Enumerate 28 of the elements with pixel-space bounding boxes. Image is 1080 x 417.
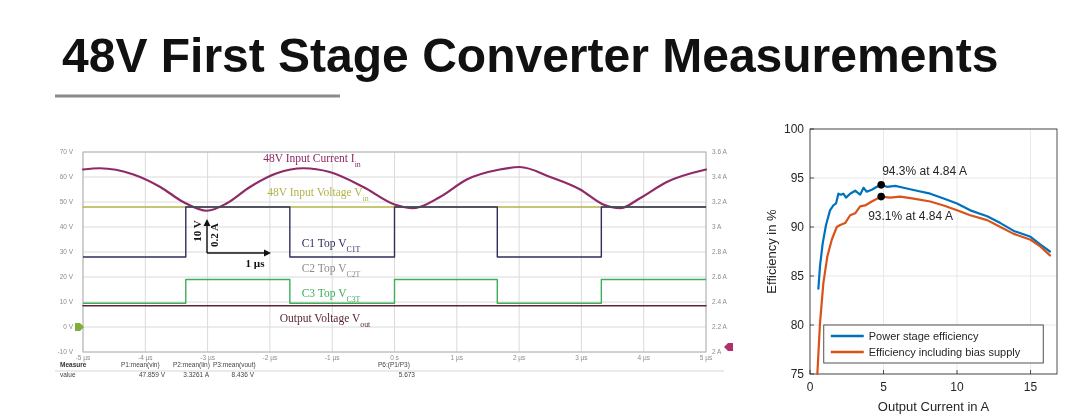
series-label: 48V Input Voltage V$_{in}$: [267, 186, 369, 203]
x-axis-title: Output Current in A: [877, 399, 990, 414]
line-series: [81, 165, 708, 212]
series-label: 48V Input Current I$_{in}$: [263, 152, 361, 169]
y-tick-label: 85: [790, 269, 805, 284]
annotation: 94.3% at 4.84 A: [882, 163, 967, 178]
annotation: 0.2 A: [208, 223, 220, 247]
legend-label: Efficiency including bias supply: [868, 346, 1021, 358]
annotation: C2 Top V$_{C2T}$: [301, 262, 361, 279]
annotation: 10 V: [191, 220, 203, 242]
legend-label: Power stage efficiency: [868, 330, 980, 342]
y-tick-label: 75: [790, 367, 805, 382]
x-tick-label: 0: [806, 380, 814, 394]
annotation: 1 µs: [245, 257, 266, 269]
series-label: C3 Top V$_{C3T}$: [301, 287, 361, 304]
y-tick-label: 95: [790, 171, 805, 186]
y-tick-label: 80: [790, 318, 805, 333]
x-tick-label: 15: [1023, 380, 1038, 394]
series-label: C1 Top V$_{C1T}$: [301, 237, 361, 254]
series-label: Output Voltage V$_{out}$: [279, 312, 372, 329]
annotation: 93.1% at 4.84 A: [868, 208, 953, 223]
line-series: [817, 183, 1052, 290]
x-tick-label: 10: [950, 380, 965, 394]
chart-title: 48V First Stage Converter Measurements: [62, 29, 999, 82]
y-tick-label: 90: [790, 220, 805, 235]
y-axis-title: Efficiency in %: [764, 208, 779, 294]
x-tick-label: 5: [880, 380, 888, 394]
y-tick-label: 100: [783, 122, 805, 137]
